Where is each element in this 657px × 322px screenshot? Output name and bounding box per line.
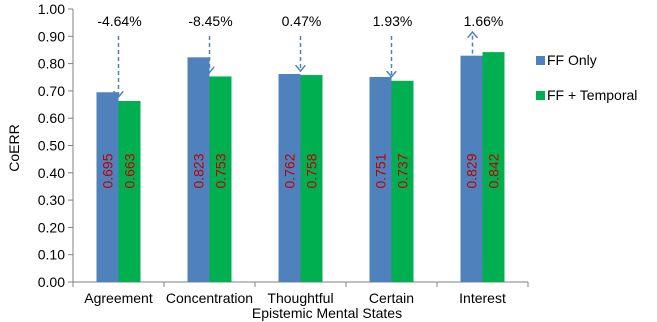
y-axis-title: CoERR [6, 124, 22, 171]
y-tick-label: 0.70 [38, 83, 65, 99]
bar-ff-only [96, 92, 119, 282]
delta-annotation: -4.64% [97, 13, 141, 29]
data-label: 0.753 [213, 153, 229, 188]
y-tick-label: 0.30 [38, 192, 65, 208]
y-tick-label: 0.80 [38, 56, 65, 72]
bar-ff-only [460, 55, 483, 282]
data-label: 0.737 [395, 153, 411, 188]
bar-ff-only [278, 73, 301, 282]
bar-ff-only [187, 57, 210, 282]
delta-annotation: -8.45% [188, 13, 232, 29]
data-label: 0.823 [191, 153, 207, 188]
x-tick-label: Agreement [84, 290, 153, 306]
y-tick-label: 0.40 [38, 165, 65, 181]
legend-swatch [536, 56, 545, 65]
data-label: 0.762 [282, 153, 298, 188]
data-label: 0.829 [464, 153, 480, 188]
legend-swatch [536, 91, 545, 100]
legend-label: FF + Temporal [547, 87, 637, 103]
bar-ff-temporal [391, 80, 414, 282]
data-label: 0.695 [100, 153, 116, 188]
y-tick-label: 0.20 [38, 219, 65, 235]
bar-ff-temporal [209, 76, 232, 282]
x-axis-title: Epistemic Mental States [252, 305, 402, 321]
bar-ff-temporal [118, 101, 141, 282]
bar-ff-only [369, 76, 392, 283]
delta-annotation: 1.66% [464, 13, 504, 29]
y-tick-label: 0.00 [38, 274, 65, 290]
delta-annotation: 1.93% [373, 13, 413, 29]
plot-area: 0.00 0.10 0.20 0.30 0.40 0.50 0.60 0.70 0.80 0.90… [38, 1, 638, 306]
bar-ff-temporal [300, 75, 323, 282]
y-tick-label: 0.50 [38, 138, 65, 154]
data-label: 0.751 [373, 153, 389, 188]
y-tick-label: 0.10 [38, 247, 65, 263]
x-tick-label: Thoughtful [267, 290, 333, 306]
data-label: 0.663 [122, 153, 138, 188]
x-tick-label: Concentration [166, 290, 253, 306]
data-label: 0.758 [304, 153, 320, 188]
y-tick-label: 1.00 [38, 1, 65, 17]
bar-ff-temporal [482, 52, 505, 282]
x-tick-label: Interest [459, 290, 506, 306]
x-tick-label: Certain [369, 290, 414, 306]
y-tick-label: 0.90 [38, 28, 65, 44]
y-tick-label: 0.60 [38, 110, 65, 126]
legend-label: FF Only [547, 52, 597, 68]
delta-annotation: 0.47% [282, 13, 322, 29]
data-label: 0.842 [486, 153, 502, 188]
